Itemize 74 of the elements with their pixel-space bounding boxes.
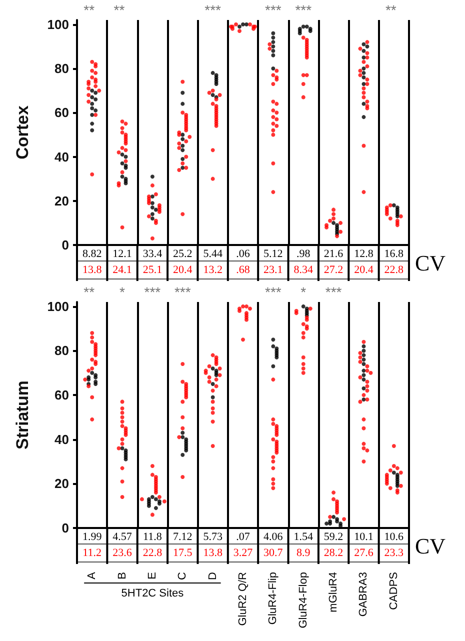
text: 11.8 [143,531,162,543]
y-tick-label: 20 [54,193,69,208]
text: 24.1 [112,264,132,276]
text: ** ** *** *** *** ** [84,2,396,18]
text: 3.27 [233,547,254,559]
x-tick-label: GABRA3 [358,572,370,617]
x-tick-label: D [206,572,219,580]
text: 23.3 [384,547,404,559]
text: 27.2 [324,264,344,276]
text: CV [415,534,446,558]
text: 25.1 [142,264,162,276]
text: 5.12 [264,248,283,260]
text: 8.34 [294,264,314,276]
text: 4.57 [112,531,132,543]
text: 1.99 [82,531,102,543]
x-tick-label: mGluR4 [328,572,340,612]
y-tick-label: 40 [54,432,69,447]
x-tick-label: GluR2 Q/R [237,572,249,626]
text: 8.82 [82,248,102,260]
text: 22.8 [384,264,404,276]
y-axis-title: Cortex [13,105,32,160]
y-tick-label: 0 [62,238,69,252]
text: 59.2 [324,531,344,543]
text: 5.73 [203,531,223,543]
text: 10.6 [384,531,404,543]
text: 1.54 [294,531,314,543]
y-axis-title: Striatum [13,380,32,450]
y-tick-label: 60 [54,388,69,403]
text: 5.44 [203,248,223,260]
text: .06 [236,248,250,260]
y-tick-label: 60 [54,105,69,120]
text: 17.5 [173,547,193,559]
y-tick-label: 80 [54,343,69,358]
text: 20.4 [354,264,374,276]
text: 25.2 [173,248,192,260]
x-tick-label: E [146,572,158,580]
text: 8.9 [296,547,311,559]
text: 13.2 [203,264,222,276]
text: 10.1 [354,531,374,543]
text: 23.1 [264,264,283,276]
x-tick-label: A [86,571,98,580]
y-tick-label: 20 [54,476,69,492]
text: 23.6 [112,547,132,559]
text: 28.2 [324,547,344,559]
text: 16.8 [384,248,404,260]
text: 5HT2C Sites [121,588,184,600]
text: 13.8 [203,547,223,559]
text: 4.06 [264,531,284,543]
text: 12.8 [354,248,374,260]
text: .07 [236,531,250,543]
x-tick-label: B [116,572,128,580]
text: 20.4 [173,264,193,276]
y-tick-label: 100 [47,16,69,32]
text: 33.4 [142,248,163,260]
x-tick-label: GluR4-Flip [267,572,280,625]
text: .68 [236,264,250,276]
x-tick-label: CADPS [388,572,400,610]
y-tick-label: 80 [54,61,69,76]
text: 12.1 [112,248,132,260]
text: ** * *** *** *** * *** [84,284,342,300]
y-tick-label: 0 [62,520,69,536]
y-tick-label: 40 [54,149,69,164]
text: 27.6 [354,547,374,559]
x-tick-label: C [176,572,189,580]
x-tick-label: GluR4-Flop [297,572,310,628]
text: 21.6 [324,248,344,260]
text: .98 [296,248,311,260]
text: CV [415,250,446,276]
text: 13.8 [82,264,102,276]
text: 22.8 [142,547,163,559]
text: 7.12 [173,531,192,543]
y-tick-label: 100 [47,298,69,314]
text: 11.2 [82,547,102,559]
text: 30.7 [264,547,284,559]
